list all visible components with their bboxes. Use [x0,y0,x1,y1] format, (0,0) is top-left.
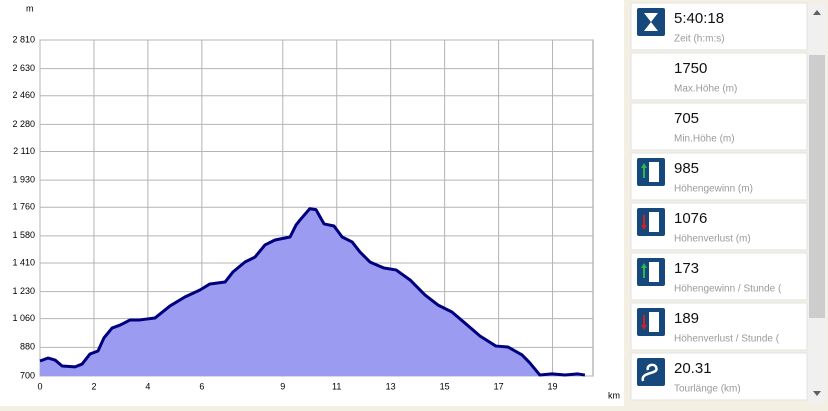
stat-label: Min.Höhe (m) [674,134,735,145]
scroll-down[interactable] [813,391,821,396]
stat-label: Höhenverlust / Stunde ( [674,334,780,345]
hourglass [644,13,658,31]
stat-label: Höhengewinn (m) [674,184,753,195]
stat-value: 5:40:18 [674,10,724,27]
stat-card [630,102,808,151]
stat-label: Max.Höhe (m) [674,84,737,95]
x-tick-label: 17 [494,381,504,391]
gauge [649,162,659,182]
x-tick-label: 13 [386,381,396,391]
y-tick-label: 2 460 [12,90,35,100]
y-tick-label: 1 580 [12,230,35,240]
stat-value: 189 [674,310,699,327]
y-tick-label: 2 110 [13,146,35,156]
area-fill [40,208,585,376]
x-tick-label: 19 [548,381,558,391]
y-tick-label: 2 630 [12,63,35,73]
stat-label: Zeit (h:m:s) [674,34,725,45]
arrow [641,315,647,330]
y-tick-label: 1 760 [12,202,35,212]
stat-value: 985 [674,160,699,177]
y-tick-label: 880 [20,342,35,352]
stat-value: 1076 [674,210,707,227]
stats-panel: 5:40:18 Zeit (h:m:s) 1750 Max.Höhe (m) 705 Mi… [630,2,808,401]
stat-value: 1750 [674,60,707,77]
gauge [649,262,659,282]
y-tick-label: 2 810 [12,34,35,44]
y-tick-label: 1 930 [12,175,35,185]
x-tick-label: 9 [280,381,285,391]
gauge [649,312,659,332]
scroll-thumb[interactable] [809,55,825,318]
stat-value: 20.31 [674,360,712,377]
y-tick-label: 1 410 [12,257,35,267]
y-tick-label: 1 230 [12,286,35,296]
stat-label: Höhengewinn / Stunde ( [674,284,782,295]
arrow [641,263,647,278]
x-unit: km [608,390,620,400]
x-tick-label: 4 [145,381,150,391]
stat-icon [637,8,665,36]
y-tick-label: 1 060 [12,313,35,323]
stat-card [630,52,808,101]
y-unit: m [26,3,34,13]
stat-value: 173 [674,260,699,277]
stat-label: Tourlänge (km) [674,384,741,395]
y-tick-label: 700 [20,370,35,380]
x-tick-label: 15 [440,381,450,391]
x-tick-label: 6 [199,381,204,391]
arrow [641,215,647,230]
tour-symbol [641,363,658,382]
arrow [641,163,647,178]
stat-label: Höhenverlust (m) [674,234,751,245]
y-tick-label: 2 280 [12,119,35,129]
x-tick-label: 0 [37,381,42,391]
x-tick-label: 11 [332,381,341,391]
elevation-line [39,207,586,377]
stat-value: 705 [674,110,699,127]
x-tick-label: 2 [91,381,96,391]
gauge [649,212,659,232]
plot: 700 880 1 060 1 230 1 410 1 580 1 760 1 930 2 11… [12,34,594,391]
scroll-up[interactable] [813,10,821,15]
